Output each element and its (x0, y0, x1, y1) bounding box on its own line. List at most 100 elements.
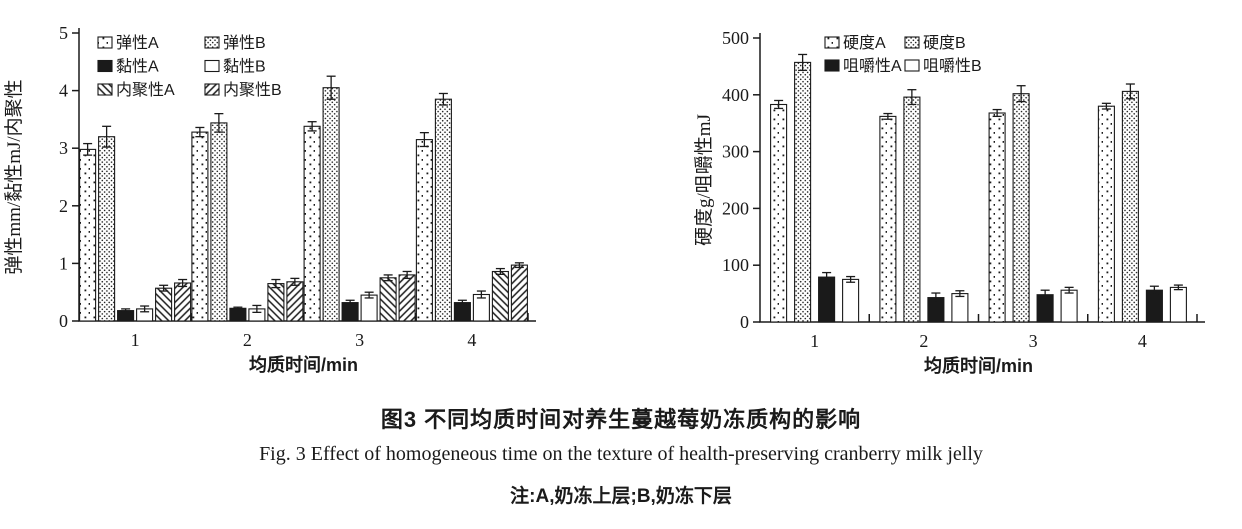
bar-内聚性B-t3 (398, 274, 416, 322)
y-tick-label: 300 (722, 142, 749, 162)
legend-swatch (204, 36, 220, 49)
error-bar (345, 299, 355, 306)
bar-弹性A-t2 (191, 131, 209, 322)
error-bar (1125, 83, 1135, 100)
bar-咀嚼性A-t4 (1145, 289, 1163, 323)
error-bar (1173, 284, 1183, 291)
bar-咀嚼性B-t3 (1060, 289, 1078, 323)
error-bar (419, 131, 429, 148)
x-tick-label: 3 (1029, 331, 1038, 351)
x-axis-title: 均质时间/min (924, 355, 1033, 376)
error-bar (233, 306, 243, 311)
legend-item-弹性A: 弹性A (97, 34, 159, 52)
error-bar (514, 262, 524, 269)
legend-label: 黏性A (116, 58, 159, 76)
y-tick-label: 200 (722, 198, 749, 218)
error-bar (1149, 285, 1159, 295)
error-bar (1064, 286, 1074, 294)
bar-硬度A-t3 (988, 112, 1006, 323)
error-bar (955, 290, 965, 298)
y-tick-label: 2 (59, 196, 68, 216)
error-bar (102, 125, 112, 148)
bar-咀嚼性B-t4 (1169, 286, 1187, 323)
legend-swatch (204, 83, 220, 96)
x-tick-label: 4 (467, 330, 476, 350)
x-tick-label: 2 (919, 331, 928, 351)
caption-note: 注:A,奶冻上层;B,奶冻下层 (510, 486, 732, 507)
y-axis-title: 硬度g/咀嚼性mJ (693, 114, 715, 246)
bar-硬度B-t1 (794, 61, 812, 323)
x-tick-label: 1 (131, 330, 140, 350)
bar-弹性A-t3 (303, 125, 321, 322)
legend-label: 弹性A (116, 34, 159, 52)
error-bar (883, 112, 893, 120)
bar-硬度B-t4 (1121, 90, 1139, 323)
error-bar (364, 291, 374, 299)
y-tick-label: 5 (59, 23, 68, 43)
y-tick-label: 100 (722, 255, 749, 275)
error-bar (495, 267, 505, 275)
legend-swatch (824, 36, 840, 49)
y-tick-label: 1 (59, 253, 68, 273)
error-bar (159, 284, 169, 292)
error-bar (1101, 102, 1111, 110)
legend-item-黏性B: 黏性B (204, 58, 266, 76)
legend-label: 咀嚼性A (843, 57, 902, 75)
y-tick-label: 0 (59, 311, 68, 331)
error-bar (798, 53, 808, 72)
error-bar (326, 75, 336, 100)
bar-黏性A-t2 (229, 307, 247, 322)
bar-弹性B-t1 (98, 136, 116, 322)
bar-咀嚼性B-t2 (951, 293, 969, 323)
bar-内聚性B-t1 (174, 282, 192, 322)
error-bar (83, 142, 93, 156)
y-tick-label: 400 (722, 85, 749, 105)
bar-弹性B-t2 (210, 122, 228, 322)
x-tick-label: 4 (1138, 331, 1147, 351)
y-tick-label: 4 (59, 81, 68, 101)
legend-item-内聚性A: 内聚性A (97, 81, 175, 99)
bar-硬度A-t4 (1097, 105, 1115, 323)
error-bar (271, 278, 281, 289)
legend-item-弹性B: 弹性B (204, 34, 266, 52)
bar-内聚性A-t1 (155, 287, 173, 322)
bar-内聚性B-t2 (286, 281, 304, 322)
y-tick-label: 500 (722, 28, 749, 48)
bar-内聚性A-t3 (379, 277, 397, 322)
bar-咀嚼性A-t1 (818, 276, 836, 323)
x-tick-label: 2 (243, 330, 252, 350)
hardness-chewiness-chart: 0 100 200 300 400 500 1 2 3 4 硬度A 硬度B 咀嚼性A 咀嚼性B 均质时间/m… (693, 28, 1205, 376)
bar-内聚性A-t2 (267, 283, 285, 322)
error-bar (307, 121, 317, 132)
legend-label: 咀嚼性B (923, 57, 982, 75)
bar-弹性B-t4 (434, 98, 452, 322)
error-bar (931, 292, 941, 303)
axes (753, 33, 1205, 323)
error-bar (1016, 85, 1026, 103)
legend-label: 内聚性A (116, 81, 175, 99)
bar-弹性A-t4 (415, 139, 433, 322)
error-bar (402, 270, 412, 280)
legend-item-内聚性B: 内聚性B (204, 81, 282, 99)
y-tick-label: 3 (59, 138, 68, 158)
bar-弹性A-t1 (79, 148, 97, 322)
legend-label: 硬度A (843, 34, 886, 52)
elasticity-viscosity-cohesiveness-chart: 0 1 2 3 4 5 1 2 3 4 弹性A 弹性B 黏性A 黏性B 内聚性A 内聚性B 均质时间/min 弹性… (3, 23, 536, 375)
bar-内聚性B-t4 (510, 264, 528, 322)
x-tick-label: 1 (810, 331, 819, 351)
error-bar (846, 275, 856, 283)
legend-label: 黏性B (223, 58, 266, 76)
legend-item-硬度B: 硬度B (904, 34, 966, 52)
error-bar (290, 277, 300, 286)
error-bar (121, 308, 131, 314)
legend-swatch (97, 83, 113, 96)
error-bar (140, 305, 150, 313)
legend-swatch (904, 36, 920, 49)
bar-内聚性A-t4 (491, 270, 509, 322)
legend-label: 内聚性B (223, 81, 282, 99)
bar-硬度A-t2 (879, 115, 897, 323)
legend-item-咀嚼性B: 咀嚼性B (904, 57, 982, 75)
legend-swatch (97, 36, 113, 49)
error-bar (992, 108, 1002, 118)
bar-弹性B-t3 (322, 87, 340, 322)
